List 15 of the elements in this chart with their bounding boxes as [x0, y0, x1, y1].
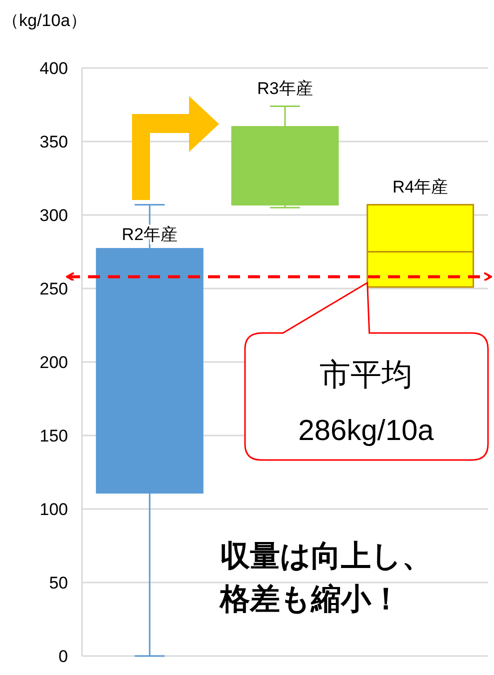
y-axis-title: （kg/10a）	[2, 11, 88, 30]
y-tick-label: 250	[40, 280, 68, 298]
y-tick-label: 150	[40, 426, 68, 446]
annotation: 格差も縮小！	[219, 583, 401, 616]
x-tick-label: R3年産	[257, 79, 313, 98]
x-tick-label: R4年産	[392, 178, 448, 197]
y-tick-label: 50	[49, 574, 68, 592]
y-tick-label: 300	[40, 206, 68, 225]
y-tick-label: 400	[40, 59, 68, 78]
y-tick-label: 100	[40, 500, 68, 519]
ref-line-label: 市平均 286kg/10a	[298, 357, 435, 447]
y-tick-label: 200	[40, 353, 68, 372]
annotation: 収量は向上し、	[220, 540, 432, 573]
y-tick-label: 0	[58, 647, 68, 666]
y-tick-label: 350	[40, 132, 68, 152]
